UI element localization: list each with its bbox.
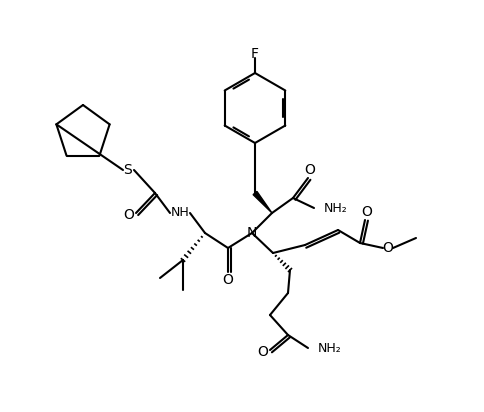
Text: NH: NH (170, 206, 189, 220)
Text: O: O (222, 273, 233, 287)
Text: F: F (251, 47, 258, 61)
Text: O: O (304, 163, 315, 177)
Polygon shape (253, 192, 272, 213)
Text: S: S (123, 163, 132, 177)
Text: NH₂: NH₂ (318, 342, 341, 354)
Text: O: O (123, 208, 134, 222)
Text: O: O (361, 205, 372, 219)
Text: NH₂: NH₂ (323, 201, 347, 215)
Text: O: O (382, 241, 393, 255)
Text: N: N (246, 226, 257, 240)
Text: O: O (257, 345, 268, 359)
